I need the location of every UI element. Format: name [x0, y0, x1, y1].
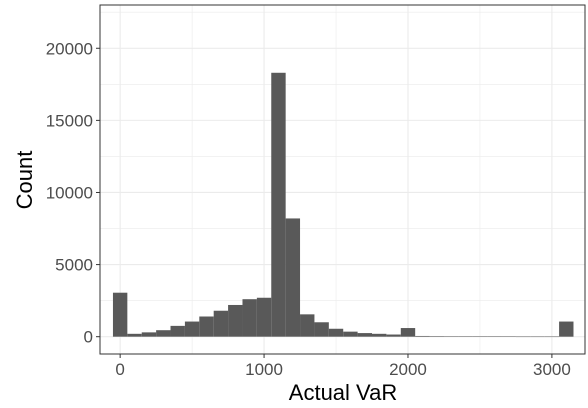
histogram-bar: [328, 328, 344, 337]
histogram-bar: [127, 333, 142, 337]
y-axis-tick-labels: 0 5000 10000 15000 20000: [46, 39, 93, 346]
y-tick-label: 20000: [46, 39, 93, 58]
histogram-bar: [458, 336, 473, 337]
x-axis-title: Actual VaR: [289, 380, 397, 405]
histogram-bar: [429, 336, 444, 337]
histogram-bar: [300, 314, 315, 337]
histogram-bar: [213, 310, 229, 337]
histogram-bar: [487, 336, 502, 337]
histogram-bar: [271, 72, 286, 337]
panel-border: [99, 4, 586, 355]
histogram-bar: [112, 292, 128, 337]
x-axis-tick-labels: 0 1000 2000 3000: [115, 360, 570, 379]
histogram-bar: [156, 330, 171, 337]
histogram-bar: [386, 334, 401, 337]
histogram-bar: [343, 331, 358, 337]
histogram-bar: [372, 333, 387, 337]
x-tick-label: 2000: [389, 360, 427, 379]
histogram-bar: [415, 335, 430, 337]
y-axis-title: Count: [12, 151, 37, 210]
histogram-bar: [285, 218, 301, 337]
histogram-bar: [357, 333, 373, 337]
histogram-bar: [184, 321, 200, 337]
histogram-bar: [400, 328, 416, 337]
histogram-bar: [544, 336, 560, 338]
x-tick-label: 0: [115, 360, 124, 379]
x-tick-label: 3000: [533, 360, 571, 379]
histogram-bar: [256, 297, 272, 337]
histogram-bar: [199, 316, 214, 337]
y-tick-label: 5000: [55, 256, 93, 275]
histogram-bar: [515, 336, 531, 338]
histogram-bars: [112, 72, 574, 338]
histogram-bar: [228, 304, 243, 337]
y-tick-label: 0: [84, 328, 93, 347]
x-tick-label: 1000: [245, 360, 283, 379]
y-tick-label: 10000: [46, 183, 93, 202]
grid-lines: [100, 5, 585, 354]
histogram-bar: [472, 336, 488, 337]
histogram-bar: [443, 336, 459, 337]
histogram-bar: [170, 325, 185, 337]
axis-ticks: [96, 47, 553, 358]
histogram-bar: [530, 336, 545, 338]
histogram-bar: [501, 336, 516, 337]
y-tick-label: 15000: [46, 111, 93, 130]
histogram-bar: [242, 299, 257, 337]
histogram-bar: [141, 332, 157, 337]
histogram-bar: [559, 321, 574, 337]
histogram-bar: [314, 322, 329, 337]
